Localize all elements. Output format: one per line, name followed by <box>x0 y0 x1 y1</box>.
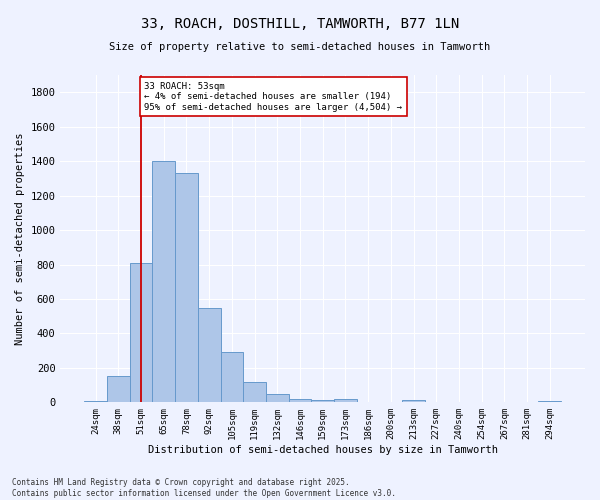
Bar <box>152 161 175 402</box>
Bar <box>289 399 311 402</box>
X-axis label: Distribution of semi-detached houses by size in Tamworth: Distribution of semi-detached houses by … <box>148 445 498 455</box>
Bar <box>243 382 266 402</box>
Bar <box>334 399 357 402</box>
Bar <box>402 400 425 402</box>
Text: Contains HM Land Registry data © Crown copyright and database right 2025.
Contai: Contains HM Land Registry data © Crown c… <box>12 478 396 498</box>
Bar <box>107 376 130 402</box>
Bar <box>130 263 152 402</box>
Bar <box>84 400 107 402</box>
Bar <box>311 400 334 402</box>
Text: Size of property relative to semi-detached houses in Tamworth: Size of property relative to semi-detach… <box>109 42 491 52</box>
Bar <box>175 173 198 402</box>
Y-axis label: Number of semi-detached properties: Number of semi-detached properties <box>15 132 25 345</box>
Text: 33, ROACH, DOSTHILL, TAMWORTH, B77 1LN: 33, ROACH, DOSTHILL, TAMWORTH, B77 1LN <box>141 18 459 32</box>
Text: 33 ROACH: 53sqm
← 4% of semi-detached houses are smaller (194)
95% of semi-detac: 33 ROACH: 53sqm ← 4% of semi-detached ho… <box>145 82 403 112</box>
Bar <box>198 308 221 402</box>
Bar <box>221 352 243 403</box>
Bar <box>266 394 289 402</box>
